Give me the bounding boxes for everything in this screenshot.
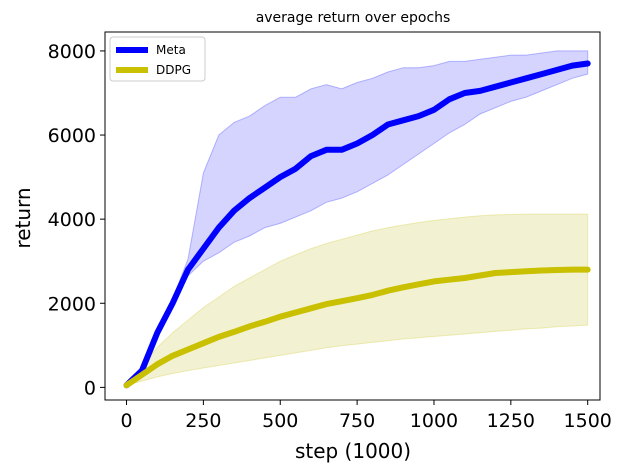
x-tick-label: 750 (339, 410, 375, 432)
y-tick-label: 2000 (48, 293, 96, 315)
x-tick-label: 0 (120, 410, 132, 432)
x-tick-label: 1250 (487, 410, 535, 432)
y-tick-label: 6000 (48, 125, 96, 147)
x-tick-label: 1500 (564, 410, 612, 432)
series-lines (123, 60, 591, 389)
y-axis-ticks: 0 2000 4000 6000 8000 (48, 41, 105, 399)
x-axis-ticks: 0 250 500 750 1000 1250 1500 (120, 400, 612, 432)
x-tick-label: 500 (262, 410, 298, 432)
y-tick-label: 8000 (48, 41, 96, 63)
confidence-bands (125, 50, 589, 387)
meta-line (123, 60, 591, 389)
chart-title: average return over epochs (256, 10, 451, 26)
plot-frame (104, 31, 601, 401)
x-tick-label: 250 (185, 410, 221, 432)
legend: Meta DDPG (109, 36, 206, 82)
y-axis-label: return (11, 187, 35, 248)
x-axis-label: step (1000) (295, 439, 411, 463)
x-tick-label: 1000 (410, 410, 458, 432)
legend-label-meta: Meta (156, 43, 186, 57)
ddpg-line (123, 266, 591, 389)
y-tick-label: 0 (84, 377, 96, 399)
legend-label-ddpg: DDPG (156, 63, 191, 77)
y-tick-label: 4000 (48, 209, 96, 231)
